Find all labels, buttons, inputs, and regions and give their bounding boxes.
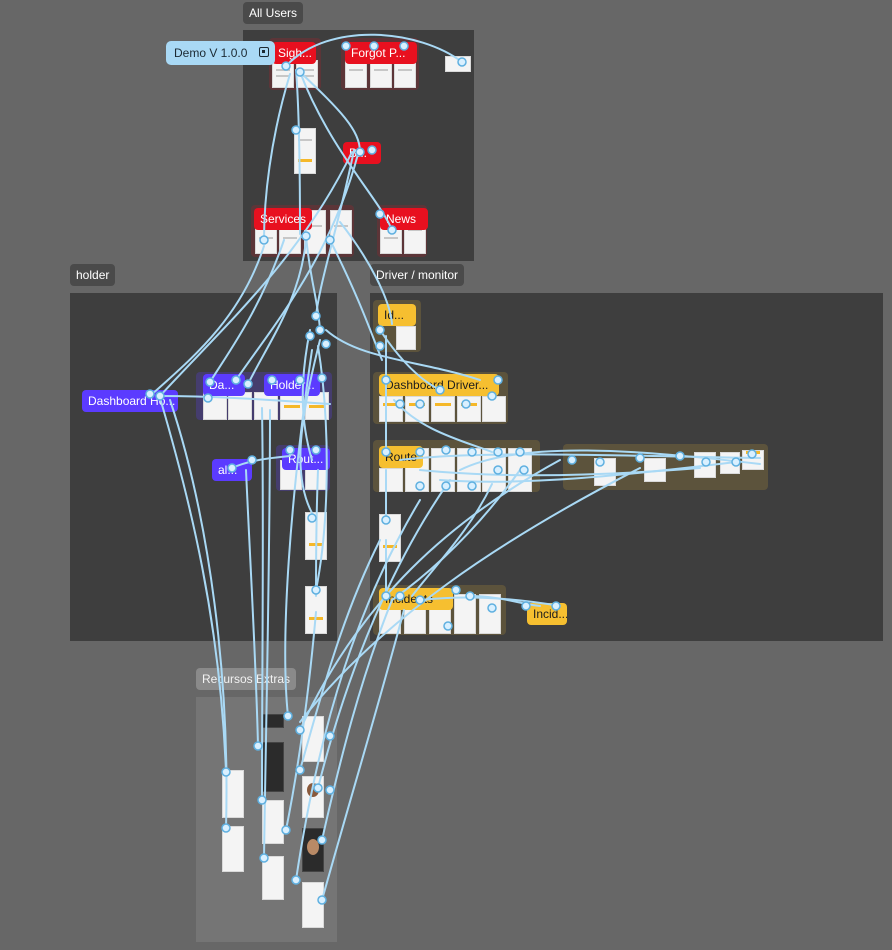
screen-route-ext-4[interactable] (720, 452, 740, 474)
screen-extra-photo-1[interactable] (302, 776, 324, 818)
label-holder-top-a[interactable]: Da... (203, 374, 245, 396)
label-dashboard-holder[interactable]: Dashboard Ho... (82, 390, 178, 412)
screen-driver-4[interactable] (457, 396, 481, 422)
screen-driver-2[interactable] (405, 396, 429, 422)
screen-incidents-1[interactable] (379, 606, 401, 634)
screen-extra-dark-2[interactable] (262, 742, 284, 792)
all-users-section-title[interactable]: All Users (243, 2, 304, 24)
label-dashboard-driver[interactable]: Dashboard Driver... (379, 374, 499, 396)
screen-forgot-1[interactable] (345, 60, 367, 88)
label-services[interactable]: Services (254, 208, 312, 230)
screen-incidents-5[interactable] (479, 594, 501, 634)
screen-holder-4[interactable] (280, 392, 304, 420)
label-ida[interactable]: Id... (378, 304, 416, 326)
version-label: Demo V 1.0.0 (174, 46, 248, 60)
label-news[interactable]: News (380, 208, 428, 230)
screen-holder-bottom[interactable] (305, 586, 327, 634)
screen-route-6[interactable] (508, 448, 532, 492)
screen-route-4[interactable] (457, 448, 481, 492)
label-forgot-password[interactable]: Forgot P... (345, 42, 417, 64)
screen-driver-middle[interactable] (379, 514, 401, 562)
driver-section-title[interactable]: Driver / monitor (370, 264, 465, 286)
holder-section-title[interactable]: holder (70, 264, 116, 286)
screen-extra-keypad[interactable] (302, 882, 324, 928)
screen-extra-dark-1[interactable] (262, 714, 284, 728)
screen-extra-form-2[interactable] (262, 856, 284, 900)
screen-extra-map-1[interactable] (222, 770, 244, 818)
screen-route-ext-1[interactable] (594, 458, 616, 486)
screen-route-1[interactable] (379, 468, 403, 492)
screen-route-ext-5[interactable] (742, 450, 764, 470)
screen-sign-in[interactable] (272, 60, 294, 88)
label-incid[interactable]: Incid... (527, 603, 567, 625)
label-holder-route[interactable]: Rout... (282, 448, 330, 470)
screen-holder-5[interactable] (305, 392, 329, 420)
label-holder-small[interactable]: al... (212, 459, 252, 481)
screen-holder-3[interactable] (254, 392, 278, 420)
screen-extra-form-1[interactable] (262, 800, 284, 844)
screen-sign-in-2[interactable] (296, 60, 318, 88)
screen-profile[interactable] (294, 128, 316, 174)
screen-driver-5[interactable] (482, 396, 506, 422)
screen-extra-photo-2[interactable] (302, 828, 324, 872)
screen-route-3[interactable] (431, 448, 455, 492)
screen-ida[interactable] (396, 326, 416, 350)
screen-holder-middle[interactable] (305, 512, 327, 560)
screen-extra-news[interactable] (302, 716, 324, 762)
screen-forgot-3[interactable] (394, 60, 416, 88)
screen-route-ext-3[interactable] (694, 452, 716, 478)
screen-route-5[interactable] (482, 448, 506, 492)
screen-extra-map-2[interactable] (222, 826, 244, 872)
screen-holder-1[interactable] (203, 392, 227, 420)
screen-driver-3[interactable] (431, 396, 455, 422)
label-b[interactable]: B... (343, 142, 381, 164)
label-route[interactable]: Route (379, 446, 423, 468)
screen-route-ext-2[interactable] (644, 458, 666, 482)
label-holder-top-b[interactable]: Holder... (264, 374, 320, 396)
label-sign-in[interactable]: Sigh... (272, 42, 316, 64)
label-incidents[interactable]: Incidents (379, 588, 453, 610)
screen-holder-2[interactable] (228, 392, 252, 420)
screen-incidents-3[interactable] (429, 606, 451, 634)
version-badge[interactable]: Demo V 1.0.0 (166, 41, 276, 65)
screen-services-4[interactable] (330, 210, 352, 254)
calendar-icon (259, 47, 270, 57)
screen-incidents-2[interactable] (404, 606, 426, 634)
screen-driver-1[interactable] (379, 396, 403, 422)
screen-incidents-4[interactable] (454, 594, 476, 634)
extras-section-title[interactable]: Recursos Extras (196, 668, 297, 690)
screen-forgot-4[interactable] (445, 56, 471, 72)
screen-forgot-2[interactable] (370, 60, 392, 88)
